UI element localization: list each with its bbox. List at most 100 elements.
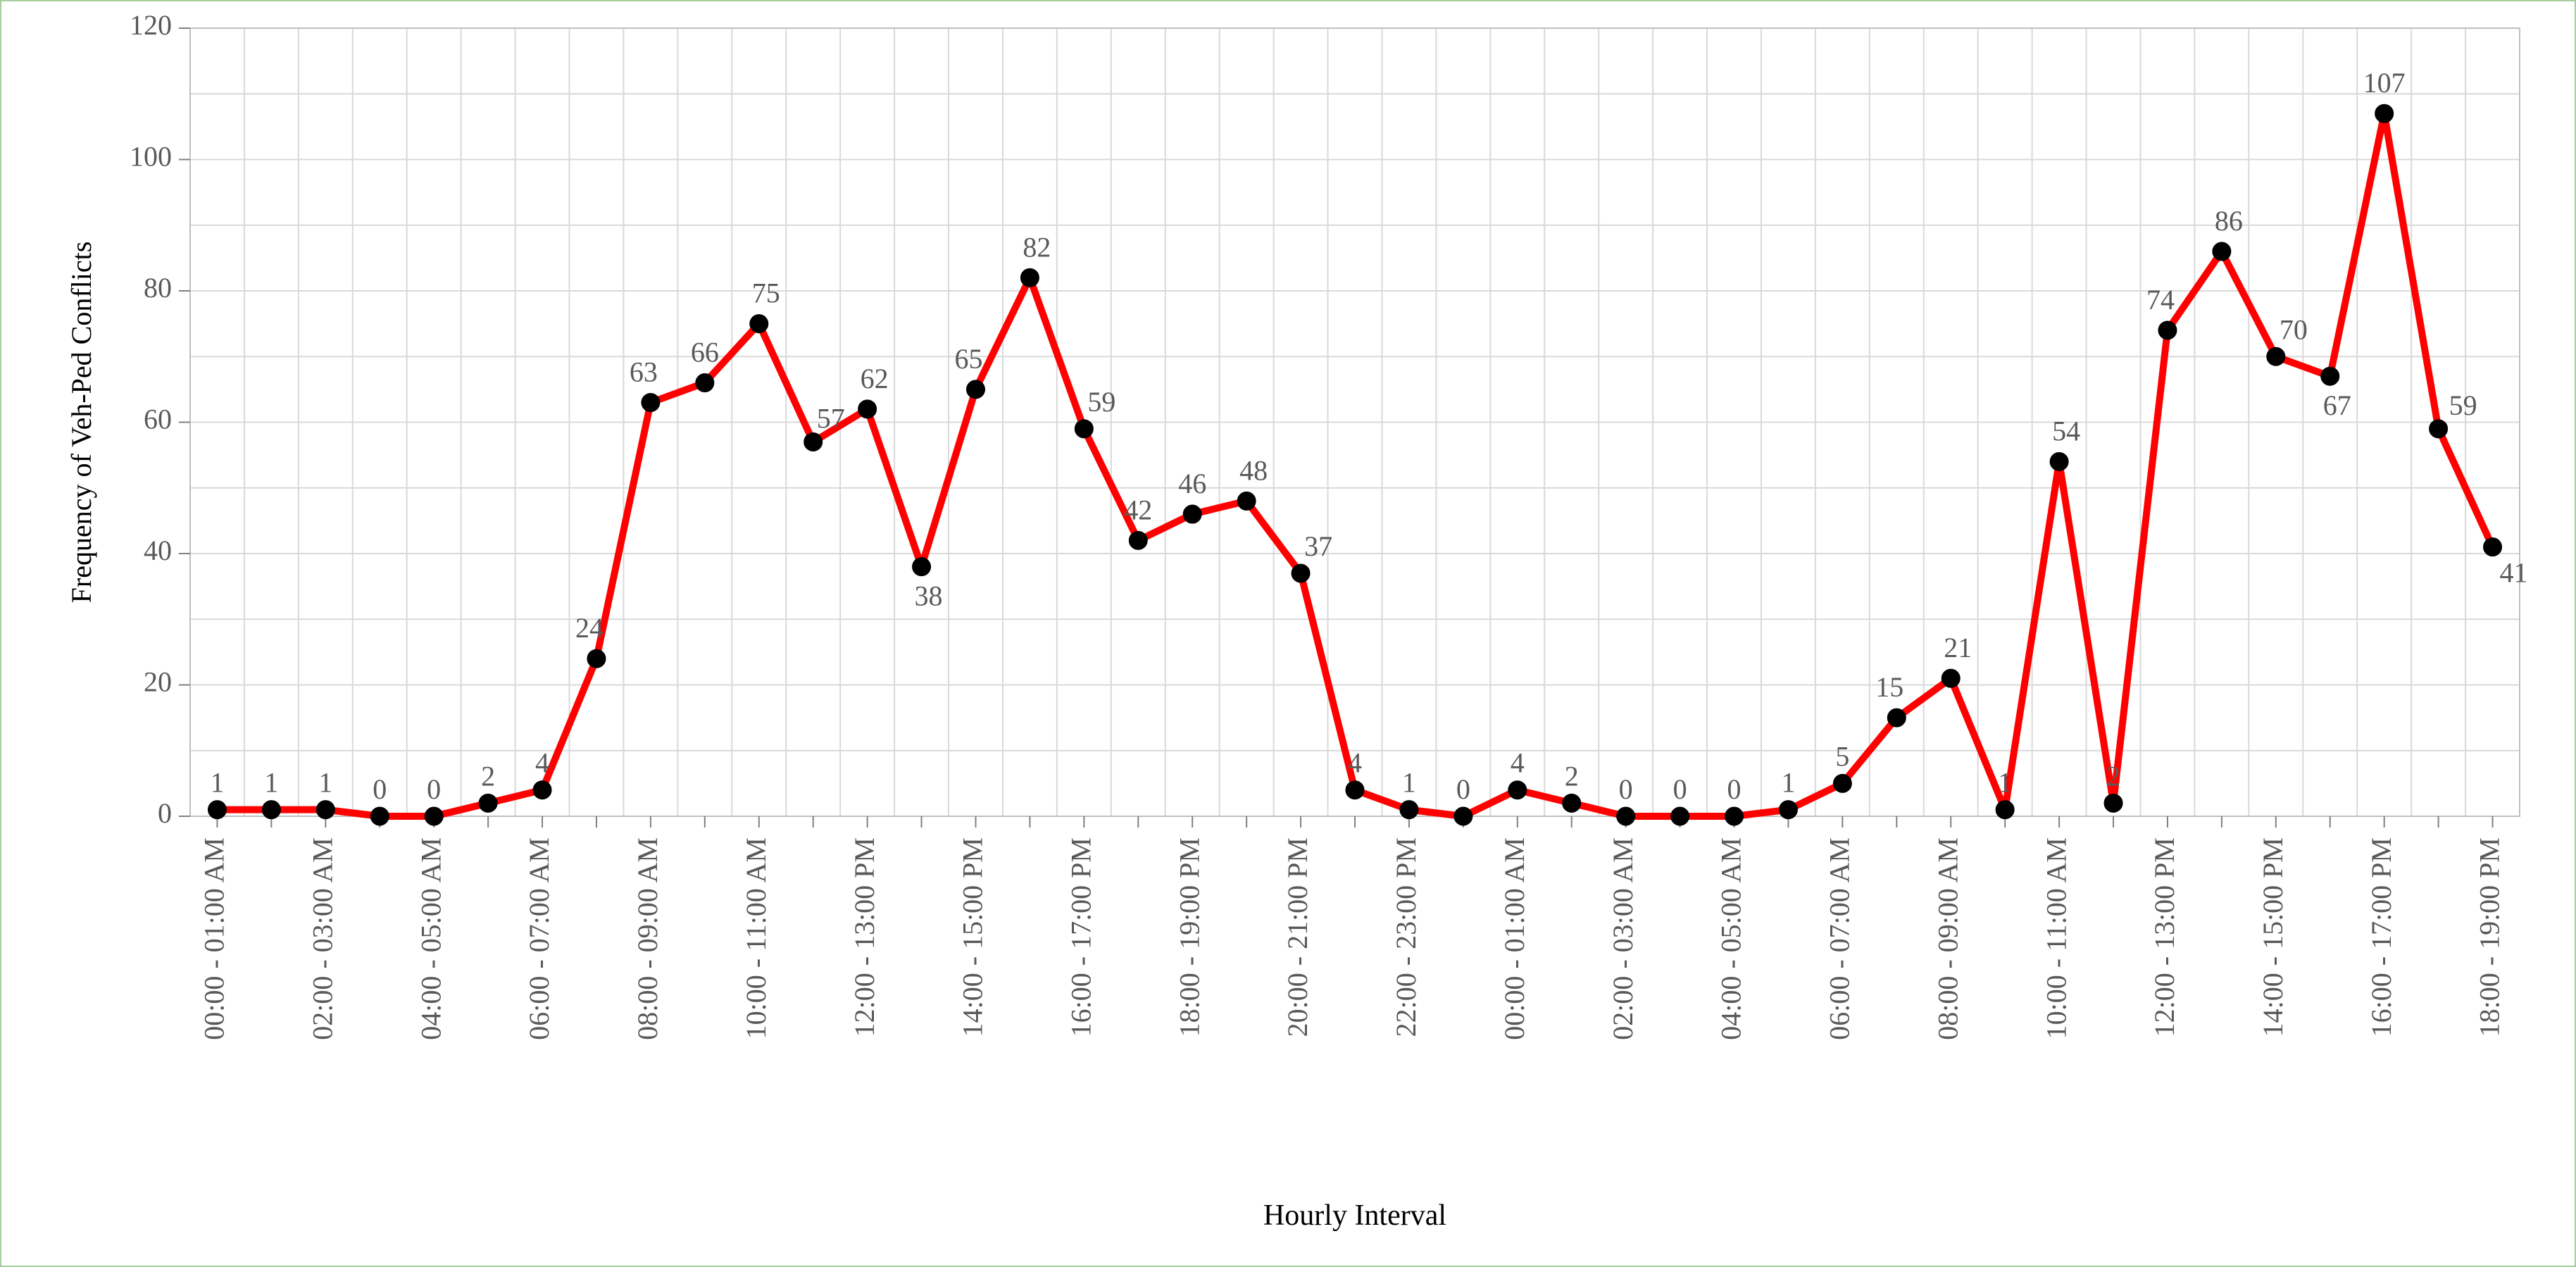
data-label: 42 [1124, 494, 1152, 525]
data-label: 41 [2500, 557, 2528, 589]
data-point [2321, 367, 2339, 385]
data-point [2213, 242, 2231, 261]
x-tick-label: 00:00 - 01:00 AM [1499, 837, 1530, 1040]
data-point [1996, 801, 2014, 819]
data-point [642, 394, 660, 412]
x-tick-label: 18:00 - 19:00 PM [1173, 837, 1205, 1037]
data-point [2158, 321, 2177, 339]
data-label: 66 [691, 337, 719, 368]
data-label: 48 [1239, 454, 1268, 486]
data-label: 1 [1402, 767, 1416, 799]
data-label: 2 [1565, 760, 1579, 792]
data-label: 1 [318, 767, 332, 799]
x-tick-label: 04:00 - 05:00 AM [1715, 837, 1747, 1040]
data-label: 24 [575, 612, 604, 644]
data-label: 54 [2052, 415, 2080, 447]
data-label: 1 [210, 767, 224, 799]
data-point [1400, 801, 1418, 819]
data-label: 1 [1781, 767, 1795, 799]
x-tick-label: 04:00 - 05:00 AM [415, 837, 446, 1040]
data-point [1833, 774, 1851, 792]
y-axis: 020406080100120 [130, 9, 190, 829]
data-point [858, 400, 877, 418]
data-point [1563, 794, 1581, 812]
data-label: 57 [817, 402, 845, 434]
data-label: 46 [1178, 468, 1206, 499]
data-label: 38 [915, 580, 943, 612]
x-tick-label: 22:00 - 23:00 PM [1390, 837, 1422, 1037]
data-label: 63 [630, 356, 658, 388]
x-tick-label: 16:00 - 17:00 PM [1065, 837, 1097, 1037]
y-axis-label: Frequency of Veh-Ped Conflicts [65, 242, 97, 604]
data-point [1020, 268, 1039, 287]
y-tick-label: 80 [144, 272, 172, 304]
data-label: 70 [2280, 313, 2308, 345]
data-label: 37 [1304, 530, 1332, 562]
data-label: 21 [1944, 632, 1972, 663]
data-label: 0 [1619, 773, 1633, 805]
data-label: 2 [481, 760, 495, 792]
data-point [2104, 794, 2122, 812]
chart-container: 020406080100120Frequency of Veh-Ped Conf… [0, 0, 2576, 1267]
data-point [316, 801, 334, 819]
data-label: 0 [1673, 773, 1687, 805]
data-label: 4 [1511, 747, 1525, 779]
data-point [1237, 492, 1256, 510]
data-point [370, 807, 389, 825]
x-tick-label: 14:00 - 15:00 PM [957, 837, 989, 1037]
data-label: 2 [2106, 760, 2120, 792]
x-tick-label: 16:00 - 17:00 PM [2365, 837, 2397, 1037]
data-point [1075, 420, 1093, 438]
data-label: 75 [752, 277, 780, 309]
data-label: 74 [2146, 284, 2175, 316]
data-point [1779, 801, 1797, 819]
data-point [1129, 531, 1147, 549]
x-tick-label: 00:00 - 01:00 AM [199, 837, 230, 1040]
data-label: 1 [1998, 767, 2012, 799]
y-tick-label: 120 [130, 9, 172, 41]
x-axis: 00:00 - 01:00 AM 02:00 - 03:00 AM 04:00 - … [199, 816, 2506, 1040]
data-label: 65 [954, 343, 982, 375]
line-chart: 020406080100120Frequency of Veh-Ped Conf… [0, 0, 2576, 1267]
data-label: 5 [1835, 740, 1849, 772]
data-point [804, 432, 823, 451]
x-tick-label: 06:00 - 07:00 AM [523, 837, 555, 1040]
x-tick-label: 10:00 - 11:00 AM [740, 837, 772, 1039]
x-tick-label: 12:00 - 13:00 PM [2149, 837, 2180, 1037]
x-tick-label: 06:00 - 07:00 AM [1824, 837, 1856, 1040]
data-point [1346, 781, 1364, 799]
data-label: 15 [1875, 671, 1903, 703]
data-point [262, 801, 280, 819]
data-point [2267, 347, 2285, 366]
data-point [1183, 505, 1201, 523]
data-label: 59 [2449, 389, 2477, 421]
y-tick-label: 60 [144, 404, 172, 435]
data-label: 1 [264, 767, 278, 799]
x-tick-label: 14:00 - 15:00 PM [2257, 837, 2289, 1037]
data-label: 82 [1023, 231, 1051, 263]
x-axis-label: Hourly Interval [1263, 1199, 1446, 1232]
data-point [966, 380, 984, 399]
x-tick-label: 08:00 - 09:00 AM [632, 837, 663, 1040]
data-label: 67 [2323, 389, 2351, 421]
x-tick-label: 20:00 - 21:00 PM [1282, 837, 1313, 1037]
data-label: 0 [373, 773, 387, 805]
data-label: 59 [1087, 386, 1115, 418]
y-tick-label: 20 [144, 666, 172, 698]
data-label: 0 [1727, 773, 1742, 805]
data-point [2050, 452, 2068, 470]
x-tick-label: 02:00 - 03:00 AM [1607, 837, 1639, 1040]
data-point [2484, 538, 2502, 556]
data-point [533, 781, 551, 799]
x-tick-label: 02:00 - 03:00 AM [306, 837, 338, 1040]
data-label: 4 [535, 747, 549, 779]
x-tick-label: 10:00 - 11:00 AM [2040, 837, 2072, 1039]
x-tick-label: 12:00 - 13:00 PM [849, 837, 880, 1037]
data-label: 0 [1456, 773, 1470, 805]
y-tick-label: 100 [130, 141, 172, 173]
data-label: 107 [2363, 67, 2406, 99]
data-point [587, 649, 606, 668]
data-point [479, 794, 497, 812]
data-label: 0 [427, 773, 441, 805]
y-tick-label: 40 [144, 535, 172, 566]
